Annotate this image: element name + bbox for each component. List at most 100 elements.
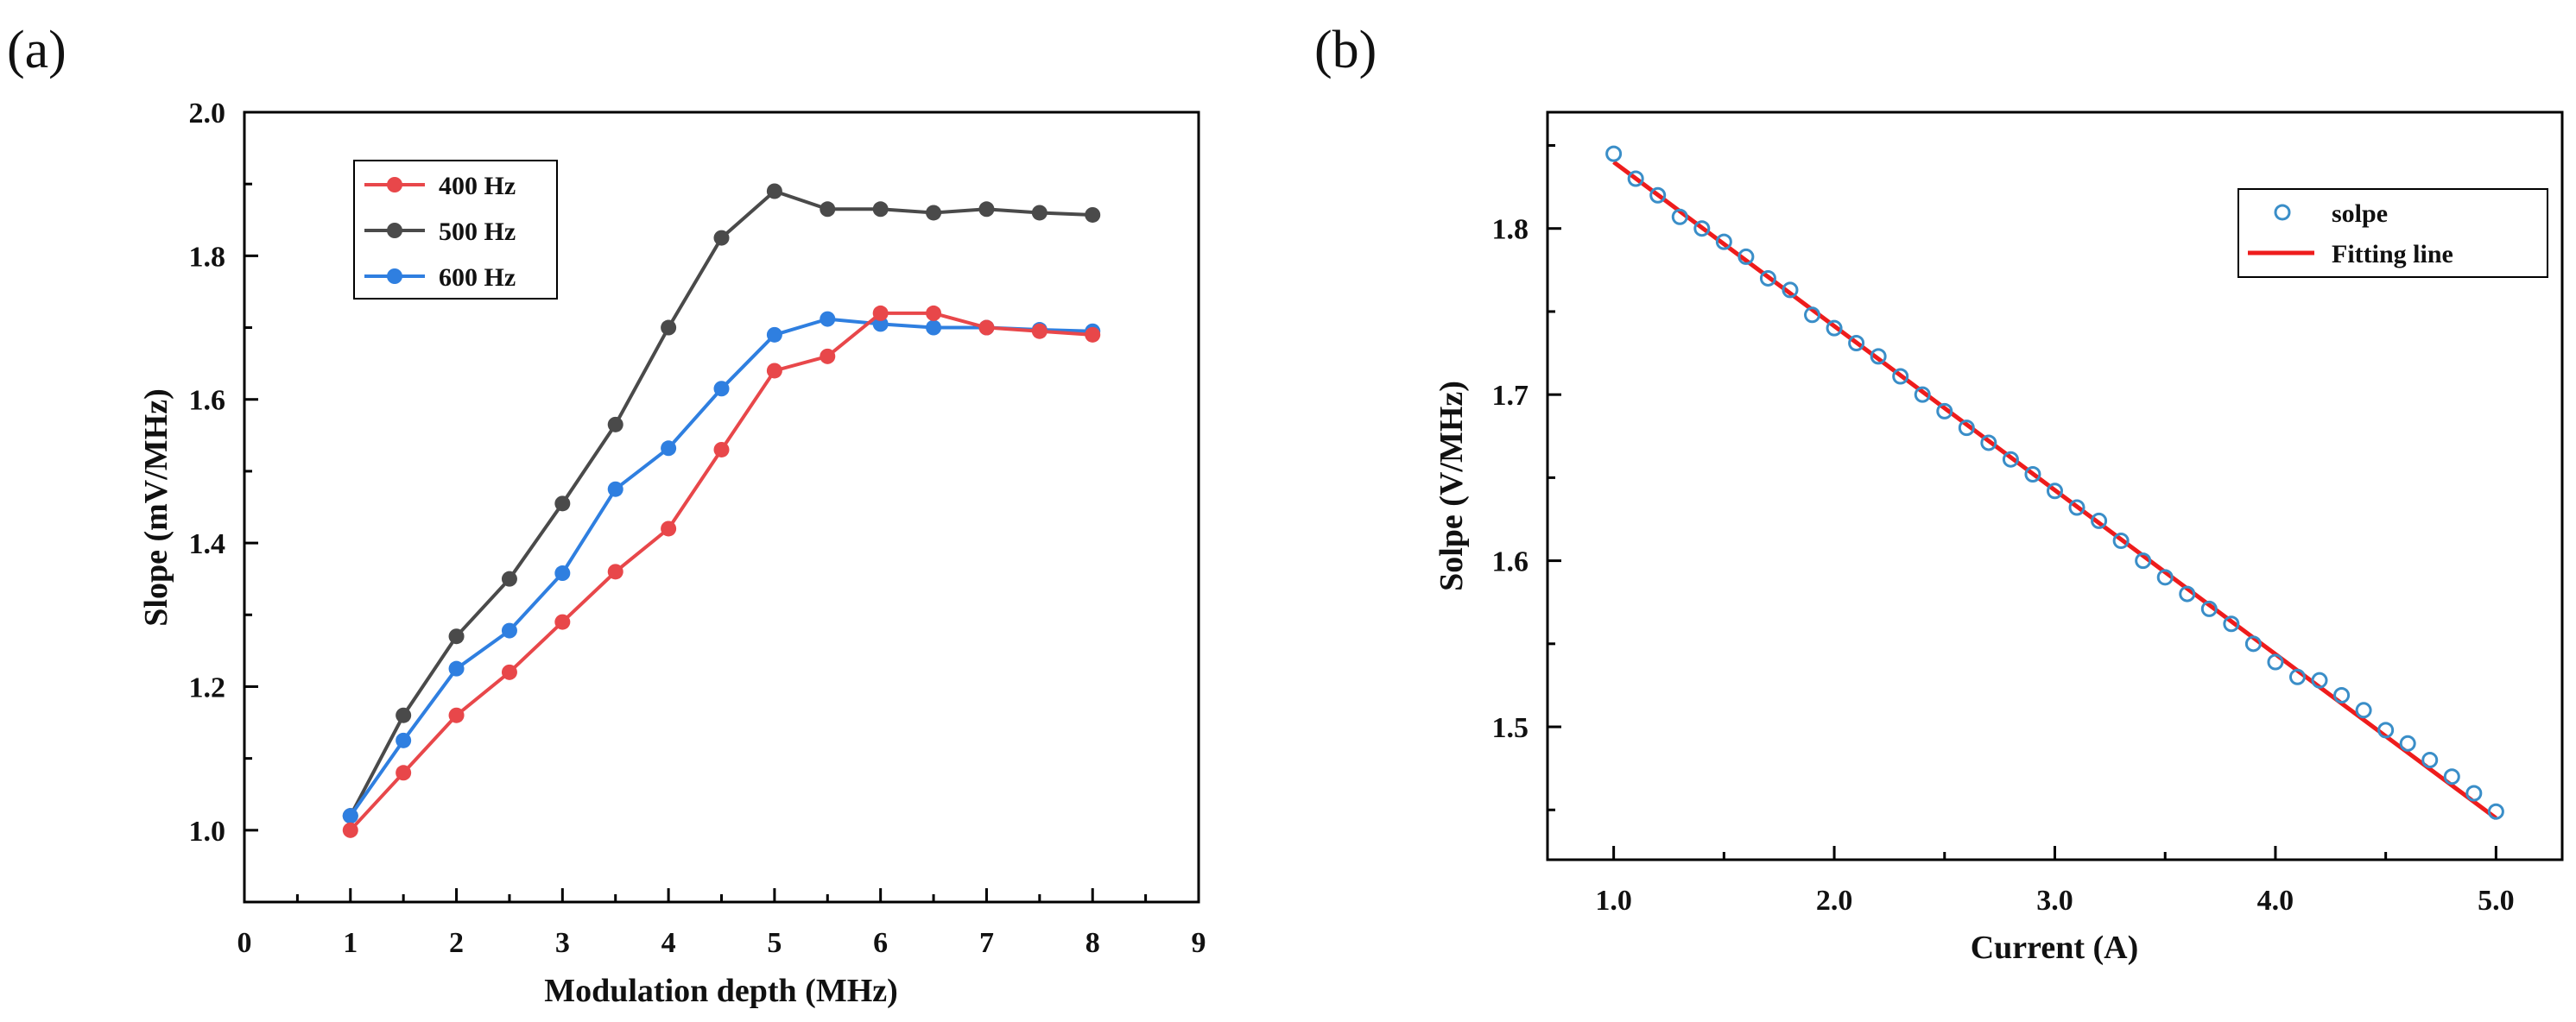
data-point-600-hz — [554, 565, 571, 582]
legend-label-600-hz: 600 Hz — [439, 263, 516, 292]
scatter-point-solpe — [2421, 752, 2439, 769]
scatter-point-solpe — [1693, 220, 1711, 237]
scatter-point-solpe — [2200, 600, 2218, 617]
scatter-point-solpe — [1914, 386, 1931, 403]
data-point-600-hz — [820, 311, 836, 327]
legend-label-solpe: solpe — [2332, 199, 2388, 228]
data-point-500-hz — [1031, 205, 1047, 221]
legend-marker-500-hz — [387, 223, 402, 238]
panel-a-ytick-label: 1.2 — [189, 672, 226, 703]
fitting-line — [1612, 160, 2497, 820]
data-point-600-hz — [872, 316, 889, 332]
scatter-point-solpe — [1826, 319, 1843, 337]
panel-a-xtick-label: 6 — [873, 927, 888, 959]
data-point-400-hz — [713, 441, 730, 457]
panel-a: (a) 0 1 2 3 4 5 6 7 8 9 1.0 1.2 1.4 1.6 1.8 2.0 Modulat… — [7, 21, 1206, 1009]
scatter-point-solpe — [1649, 186, 1667, 204]
data-point-600-hz — [396, 732, 412, 748]
scatter-point-solpe — [2244, 635, 2262, 653]
panel-a-xtick-label: 7 — [979, 927, 994, 959]
data-point-600-hz — [448, 660, 465, 677]
data-point-500-hz — [766, 183, 782, 199]
panel-a-ytick-label: 2.0 — [189, 98, 226, 129]
panel-a-xlabel: Modulation depth (MHz) — [544, 973, 898, 1009]
data-point-400-hz — [661, 520, 677, 537]
data-point-500-hz — [872, 201, 889, 218]
scatter-point-solpe — [1848, 334, 1865, 351]
panel-b-legend-box — [2237, 188, 2548, 278]
scatter-point-solpe — [2068, 499, 2085, 516]
panel-b-xtick-label: 5.0 — [2478, 885, 2515, 917]
data-point-600-hz — [713, 381, 730, 397]
scatter-point-solpe — [1980, 434, 1997, 451]
data-point-400-hz — [766, 363, 782, 379]
panel-a-plot-area — [342, 183, 1101, 838]
panel-b-xtick-label: 3.0 — [2036, 885, 2073, 917]
panel-a-ticks: 0 1 2 3 4 5 6 7 8 9 1.0 1.2 1.4 1.6 1.8 2.0 — [189, 98, 1206, 959]
panel-b-xtick-label: 2.0 — [1816, 885, 1853, 917]
panel-a-xtick-label: 0 — [237, 927, 252, 959]
panel-b-ytick-label: 1.6 — [1492, 546, 1529, 578]
data-point-400-hz — [1085, 326, 1101, 343]
panel-a-legend: 400 Hz 500 Hz 600 Hz — [353, 160, 558, 300]
panel-a-xtick-label: 4 — [661, 927, 676, 959]
scatter-point-solpe — [2487, 803, 2504, 820]
scatter-point-solpe — [2047, 483, 2063, 500]
scatter-point-solpe — [2002, 451, 2019, 468]
data-point-500-hz — [820, 201, 836, 218]
scatter-point-solpe — [1671, 208, 1688, 225]
legend-marker-400-hz — [387, 177, 402, 192]
data-point-400-hz — [1031, 323, 1047, 339]
data-point-400-hz — [554, 614, 571, 630]
panel-b-plot-area — [1605, 145, 2504, 820]
scatter-point-solpe — [1759, 269, 1776, 287]
data-point-400-hz — [872, 305, 889, 321]
panel-b-label: (b) — [1314, 21, 1377, 79]
data-point-500-hz — [607, 416, 623, 432]
data-point-500-hz — [501, 571, 517, 587]
panel-a-label: (a) — [7, 21, 66, 79]
scatter-point-solpe — [2465, 785, 2483, 802]
panel-b-ylabel: Solpe (V/MHz) — [1434, 381, 1470, 591]
scatter-point-solpe — [2091, 512, 2108, 529]
data-point-400-hz — [448, 707, 465, 723]
scatter-point-solpe — [1737, 248, 1755, 265]
panel-b-ytick-label: 1.8 — [1492, 214, 1529, 246]
data-point-500-hz — [396, 707, 412, 723]
data-point-500-hz — [713, 230, 730, 246]
scatter-point-solpe — [1605, 145, 1623, 162]
panel-a-xtick-label: 1 — [343, 927, 358, 959]
legend-label-fitting-line: Fitting line — [2332, 240, 2453, 268]
data-point-600-hz — [661, 440, 677, 457]
panel-b-xtick-label: 4.0 — [2257, 885, 2294, 917]
data-point-500-hz — [978, 201, 995, 218]
scatter-point-solpe — [2179, 585, 2196, 602]
data-point-600-hz — [342, 808, 358, 824]
scatter-point-solpe — [2311, 672, 2328, 689]
scatter-point-solpe — [2223, 615, 2240, 633]
scatter-point-solpe — [2112, 533, 2130, 550]
scatter-point-solpe — [2399, 735, 2416, 752]
panel-a-ytick-label: 1.6 — [189, 385, 226, 417]
scatter-point-solpe — [1804, 306, 1821, 324]
scatter-point-solpe — [2355, 702, 2372, 719]
data-point-600-hz — [766, 326, 782, 343]
data-point-500-hz — [1085, 206, 1101, 223]
data-point-400-hz — [396, 765, 412, 781]
data-point-500-hz — [448, 628, 465, 645]
scatter-point-solpe — [1627, 170, 1644, 187]
data-point-500-hz — [554, 495, 571, 512]
panel-b-xtick-label: 1.0 — [1595, 885, 1632, 917]
scatter-point-solpe — [1715, 233, 1732, 250]
panel-a-xtick-label: 5 — [767, 927, 782, 959]
scatter-point-solpe — [2288, 668, 2306, 685]
panel-a-xtick-label: 8 — [1085, 927, 1100, 959]
panel-b-xlabel: Current (A) — [1971, 930, 2139, 966]
panel-a-ytick-label: 1.8 — [189, 241, 226, 273]
scatter-point-solpe — [2135, 552, 2152, 570]
panel-a-xtick-label: 2 — [449, 927, 464, 959]
data-point-600-hz — [607, 481, 623, 497]
panel-a-ylabel: Slope (mV/MHz) — [138, 388, 174, 626]
panel-b-ytick-label: 1.7 — [1492, 380, 1529, 412]
